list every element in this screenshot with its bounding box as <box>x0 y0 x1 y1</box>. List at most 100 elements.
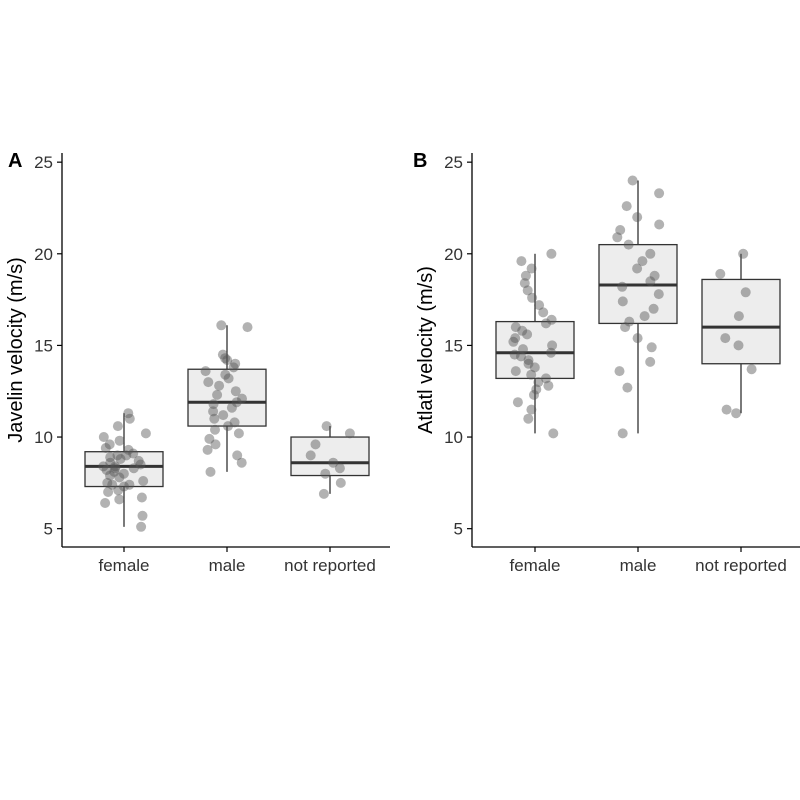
data-point <box>236 457 247 468</box>
data-point <box>128 448 139 459</box>
data-point <box>110 461 121 472</box>
data-point <box>230 386 241 397</box>
box-2 <box>290 426 370 494</box>
data-point <box>526 369 537 380</box>
data-point <box>632 263 643 274</box>
data-point <box>529 389 539 400</box>
data-point <box>654 188 665 199</box>
data-point <box>209 413 220 424</box>
data-point <box>100 443 111 453</box>
data-point <box>140 428 151 439</box>
data-point <box>632 212 643 223</box>
data-point <box>529 362 540 373</box>
data-point <box>208 406 219 417</box>
data-point <box>344 428 355 439</box>
data-point <box>210 424 220 435</box>
data-point <box>228 362 239 373</box>
data-point <box>113 485 124 496</box>
data-point <box>204 433 215 444</box>
data-point <box>526 263 537 274</box>
data-point <box>328 457 339 468</box>
data-point <box>101 465 112 475</box>
data-point <box>320 468 331 479</box>
data-point <box>230 358 241 369</box>
data-point <box>226 402 237 413</box>
data-point <box>510 333 521 344</box>
data-point <box>520 270 531 281</box>
data-point <box>128 463 139 474</box>
points-2 <box>305 421 355 499</box>
data-point <box>522 329 533 340</box>
data-point <box>334 463 345 474</box>
data-point <box>121 450 132 461</box>
data-point <box>509 349 520 360</box>
data-point <box>522 285 533 296</box>
panel-label: A <box>8 150 22 172</box>
data-point <box>508 336 519 347</box>
data-point <box>512 397 523 408</box>
data-point <box>615 225 626 235</box>
data-point <box>100 498 111 508</box>
box-1 <box>187 325 267 472</box>
data-point <box>217 349 228 360</box>
data-point <box>546 314 557 325</box>
data-point <box>510 366 521 377</box>
data-point <box>632 333 643 344</box>
data-point <box>614 366 625 377</box>
data-point <box>526 404 537 415</box>
points-2 <box>715 248 757 419</box>
points-0 <box>98 408 151 532</box>
y-tick-label: 15 <box>34 336 53 355</box>
data-point <box>305 450 316 461</box>
data-point <box>617 296 628 307</box>
data-point <box>133 455 144 466</box>
data-point <box>216 320 227 331</box>
box-0 <box>84 413 164 527</box>
x-tick-label: male <box>620 556 657 575</box>
data-point <box>223 421 233 432</box>
data-point <box>548 428 559 439</box>
y-tick-label: 10 <box>34 428 53 447</box>
points-1 <box>200 320 253 477</box>
data-point <box>237 393 247 404</box>
data-point <box>538 307 549 318</box>
y-tick-label: 25 <box>34 153 53 172</box>
data-point <box>733 340 744 351</box>
data-point <box>98 432 109 442</box>
data-point <box>123 444 134 455</box>
data-point <box>112 450 123 461</box>
y-axis-label: Javelin velocity (m/s) <box>5 257 27 443</box>
y-tick-label: 10 <box>444 428 463 447</box>
data-point <box>637 256 648 267</box>
x-tick-label: not reported <box>284 556 376 575</box>
data-point <box>533 377 544 388</box>
data-point <box>124 413 135 424</box>
data-point <box>124 479 135 490</box>
data-point <box>534 300 545 311</box>
data-point <box>105 470 115 481</box>
data-point <box>102 477 113 488</box>
data-point <box>740 287 751 298</box>
data-point <box>731 408 742 419</box>
data-point <box>645 276 656 287</box>
data-point <box>518 344 528 355</box>
y-tick-label: 5 <box>454 520 463 539</box>
data-point <box>617 281 628 292</box>
data-point <box>136 521 147 532</box>
data-point <box>214 380 225 391</box>
y-tick-label: 20 <box>34 245 53 264</box>
data-point <box>612 232 623 243</box>
data-point <box>138 476 149 486</box>
data-point <box>517 325 528 336</box>
x-tick-label: not reported <box>695 556 787 575</box>
data-point <box>212 389 223 400</box>
data-point <box>516 351 526 362</box>
y-tick-label: 20 <box>444 245 463 264</box>
data-point <box>523 355 534 366</box>
data-point <box>720 333 731 344</box>
box-iqr <box>495 320 575 380</box>
data-point <box>220 369 231 380</box>
data-point <box>653 289 664 300</box>
data-point <box>223 373 234 384</box>
